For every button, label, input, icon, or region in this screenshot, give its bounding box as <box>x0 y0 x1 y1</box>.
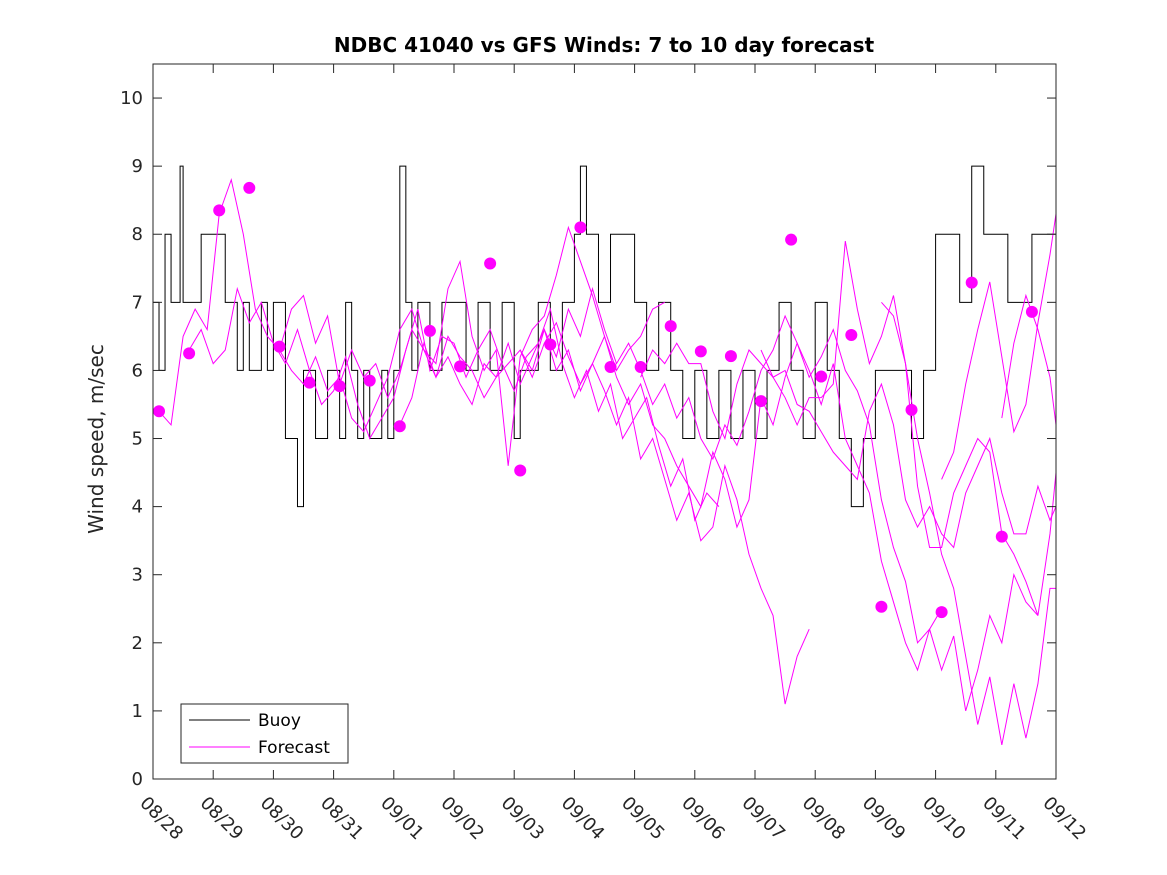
legend: Buoy Forecast <box>180 703 349 764</box>
forecast-marker-1 <box>153 405 166 418</box>
legend-buoy-label: Buoy <box>258 711 301 731</box>
chart-title: NDBC 41040 vs GFS Winds: 7 to 10 day for… <box>334 33 875 57</box>
forecast-marker-27 <box>935 606 948 619</box>
y-tick-label: 8 <box>132 224 143 245</box>
plot-inner <box>153 165 1056 746</box>
forecast-marker-28 <box>965 276 978 289</box>
forecast-marker-30 <box>1025 305 1038 318</box>
forecast-marker-11 <box>454 360 467 373</box>
forecast-marker-29 <box>995 530 1008 543</box>
y-tick-label: 5 <box>132 429 143 450</box>
forecast-marker-24 <box>845 329 858 342</box>
forecast-marker-19 <box>694 345 707 358</box>
y-tick-label: 1 <box>132 701 143 722</box>
forecast-marker-8 <box>363 374 376 387</box>
y-tick-label: 10 <box>120 88 143 109</box>
forecast-line-6 <box>640 240 1056 746</box>
y-tick-label: 7 <box>132 292 143 313</box>
forecast-marker-17 <box>634 361 647 374</box>
forecast-marker-5 <box>273 340 286 353</box>
forecast-marker-13 <box>514 464 527 477</box>
forecast-marker-26 <box>905 403 918 416</box>
y-tick-label: 0 <box>132 769 143 790</box>
forecast-line-1 <box>158 177 665 466</box>
forecast-marker-18 <box>664 320 677 333</box>
forecast-marker-4 <box>243 181 256 194</box>
plot-area <box>153 165 1056 746</box>
forecast-line-4 <box>399 328 943 672</box>
y-tick-label: 6 <box>132 360 143 381</box>
y-tick-label: 3 <box>132 565 143 586</box>
forecast-line-9 <box>941 213 1056 480</box>
forecast-marker-7 <box>333 380 346 393</box>
forecast-line-3 <box>278 294 810 705</box>
forecast-marker-15 <box>574 221 587 234</box>
forecast-marker-9 <box>393 420 406 433</box>
axes-box <box>152 63 1057 780</box>
forecast-marker-10 <box>423 324 436 337</box>
forecast-marker-20 <box>724 350 737 363</box>
y-tick-label: 2 <box>132 633 143 654</box>
y-tick-label: 4 <box>132 497 143 518</box>
forecast-marker-23 <box>815 370 828 383</box>
y-axis-label: Wind speed, m/sec <box>84 344 108 534</box>
forecast-marker-2 <box>183 347 196 360</box>
forecast-marker-22 <box>785 233 798 246</box>
legend-box <box>180 703 349 764</box>
y-tick-label: 9 <box>132 156 143 177</box>
forecast-marker-12 <box>484 257 497 270</box>
forecast-marker-6 <box>303 376 316 389</box>
forecast-line-8 <box>881 302 1056 616</box>
legend-forecast-label: Forecast <box>258 738 330 758</box>
forecast-marker-16 <box>604 361 617 374</box>
forecast-line-7 <box>760 349 1056 549</box>
forecast-marker-25 <box>875 600 888 613</box>
forecast-marker-21 <box>755 395 768 408</box>
forecast-marker-3 <box>213 204 226 217</box>
forecast-line-5 <box>519 286 1039 712</box>
forecast-marker-14 <box>544 338 557 351</box>
